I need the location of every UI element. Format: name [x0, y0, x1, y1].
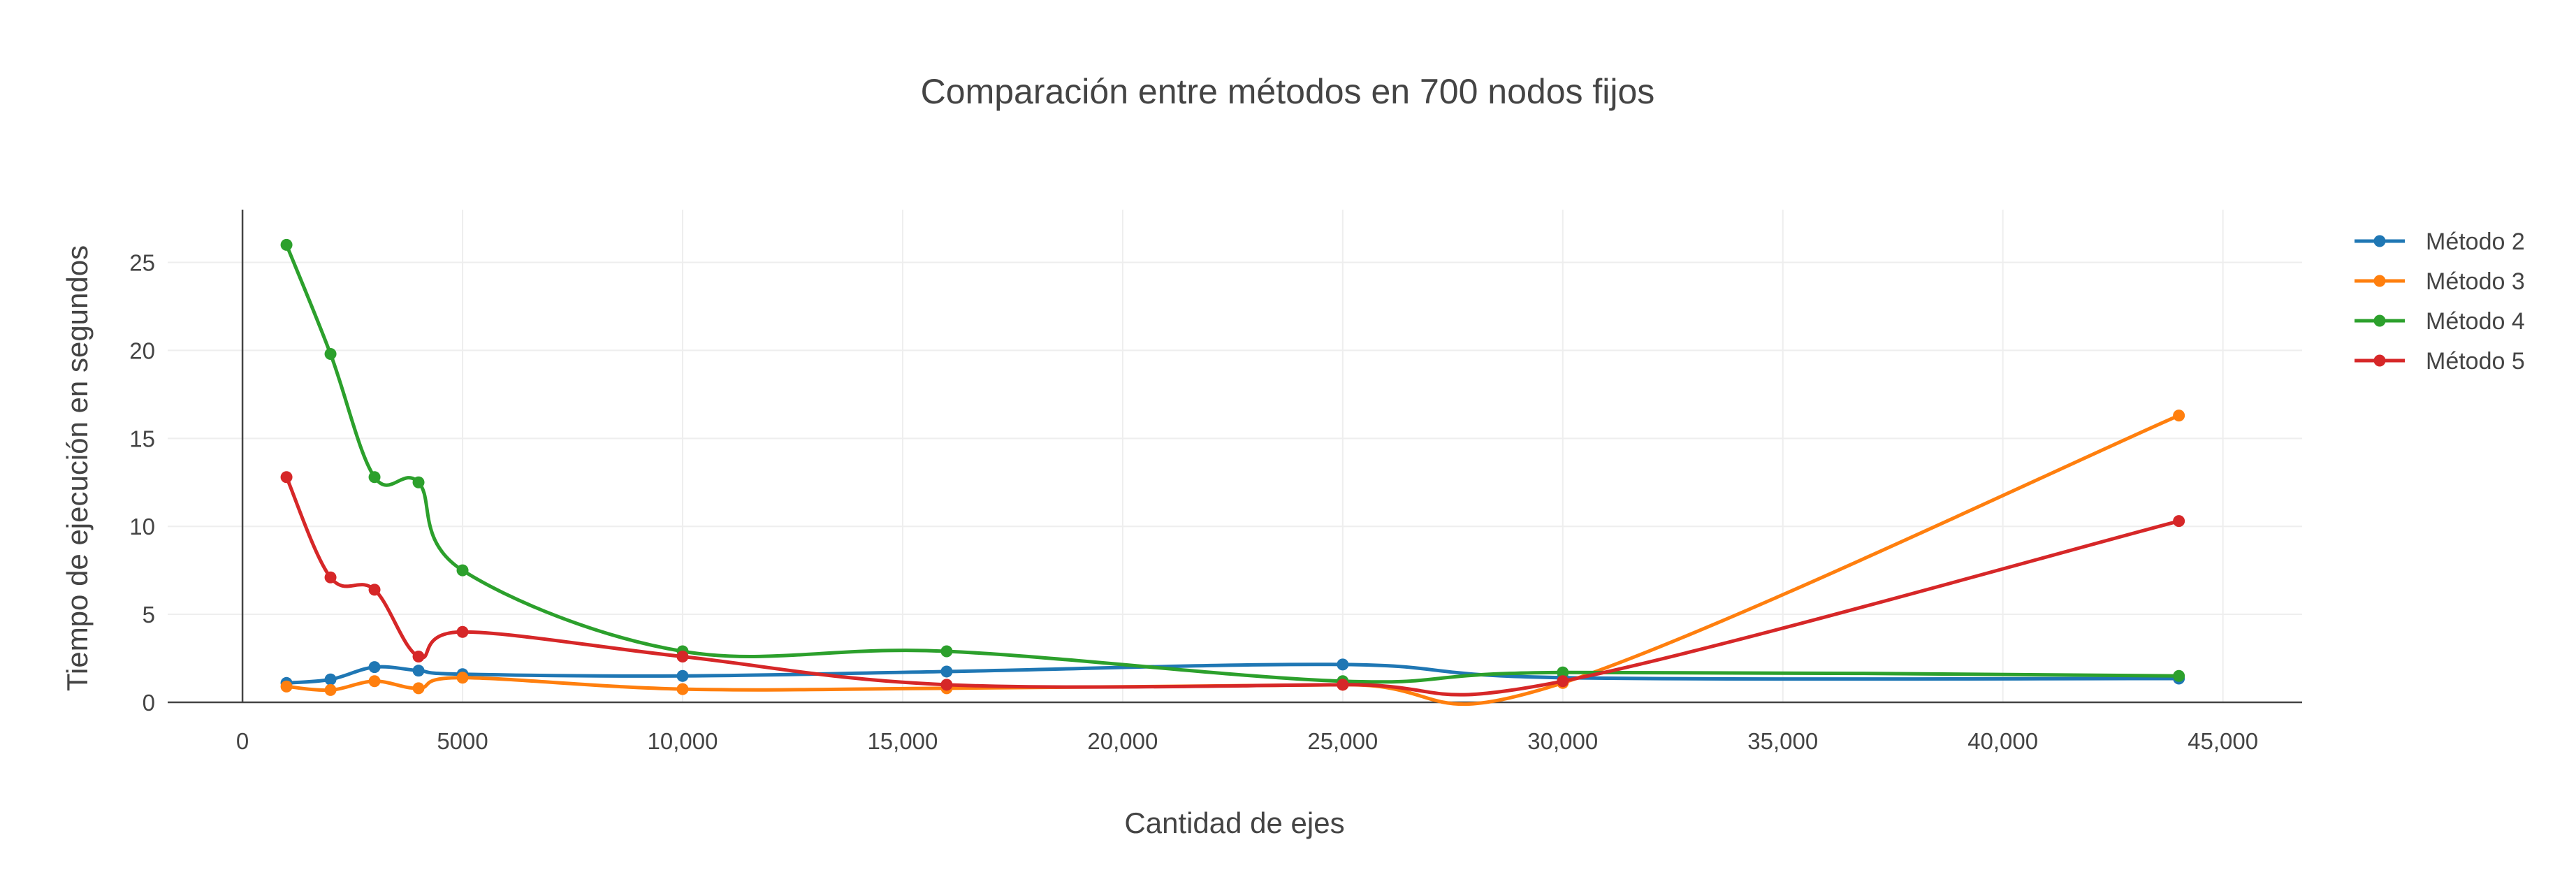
data-point [456, 625, 469, 638]
axes [168, 210, 2302, 704]
x-tick-label: 25,000 [1307, 728, 1378, 754]
x-tick-label: 10,000 [648, 728, 718, 754]
data-point [940, 645, 953, 658]
x-tick-label: 5000 [437, 728, 488, 754]
data-point [280, 238, 293, 251]
y-tick-label: 5 [143, 602, 155, 628]
data-point [1337, 679, 1349, 691]
data-point [940, 665, 953, 678]
data-point [2173, 515, 2185, 528]
data-point [456, 672, 469, 684]
legend-swatch-marker [2373, 275, 2386, 287]
data-point [412, 665, 425, 677]
data-point [940, 679, 953, 691]
legend-swatch-marker [2373, 314, 2386, 327]
data-point [1557, 675, 1569, 688]
x-tick-label: 35,000 [1747, 728, 1818, 754]
series-line [284, 475, 2181, 697]
data-point [2173, 669, 2185, 682]
data-point [280, 680, 293, 693]
data-point [676, 651, 689, 663]
data-point [412, 651, 425, 663]
legend-item: Método 4 [2355, 308, 2525, 335]
data-point [2173, 410, 2185, 422]
x-tick-label: 40,000 [1967, 728, 2038, 754]
data-point [676, 669, 689, 682]
y-tick-label: 20 [129, 338, 155, 363]
legend-item: Método 5 [2355, 348, 2525, 375]
legend-label: Método 5 [2426, 348, 2525, 375]
x-axis-ticks: 0 5000 10,000 15,000 20,000 25,000 30,000 35,00… [236, 728, 2258, 754]
legend-item: Método 3 [2355, 268, 2525, 295]
data-point [324, 347, 337, 360]
data-point [676, 683, 689, 695]
data-point [324, 683, 337, 696]
data-point [324, 673, 337, 686]
y-tick-label: 10 [129, 514, 155, 539]
series-line [284, 242, 2181, 684]
data-point [412, 476, 425, 488]
chart-title: Comparación entre métodos en 700 nodos f… [921, 72, 1655, 111]
legend-swatch-marker [2373, 235, 2386, 247]
data-point [368, 584, 381, 596]
y-axis-title: Tiempo de ejecución en segundos [61, 245, 94, 691]
legend-swatch-marker [2373, 354, 2386, 367]
x-axis-title: Cantidad de ejes [1124, 806, 1344, 839]
y-tick-label: 25 [129, 250, 155, 276]
x-tick-label: 20,000 [1087, 728, 1158, 754]
x-tick-label: 15,000 [867, 728, 938, 754]
x-tick-label: 0 [236, 728, 249, 754]
gridlines [168, 210, 2302, 702]
legend-label: Método 4 [2426, 308, 2525, 335]
series-4 [280, 471, 2185, 697]
data-point [412, 682, 425, 695]
legend-label: Método 2 [2426, 229, 2525, 255]
series-line [284, 414, 2181, 707]
data-point [368, 471, 381, 484]
x-tick-label: 30,000 [1527, 728, 1598, 754]
legend-item: Método 2 [2355, 229, 2525, 255]
y-axis-ticks: 0 5 10 15 20 25 [129, 250, 155, 716]
series-2 [280, 410, 2185, 707]
data-point [368, 661, 381, 674]
data-point [456, 564, 469, 577]
legend: Método 2 Método 3 Método 4 Método 5 [2355, 229, 2525, 375]
series-3 [280, 238, 2185, 688]
y-tick-label: 15 [129, 426, 155, 451]
legend-label: Método 3 [2426, 268, 2525, 295]
x-tick-label: 45,000 [2188, 728, 2258, 754]
data-point [280, 471, 293, 484]
data-point [368, 675, 381, 688]
series-line [284, 662, 2181, 685]
data-point [1557, 666, 1569, 679]
plot-area [280, 238, 2185, 707]
data-point [1337, 658, 1349, 671]
y-tick-label: 0 [143, 690, 155, 716]
data-point [324, 571, 337, 584]
